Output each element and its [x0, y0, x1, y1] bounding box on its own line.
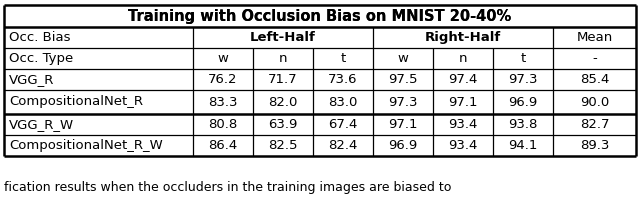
Text: 97.4: 97.4 [448, 73, 477, 86]
Text: Occ. Bias: Occ. Bias [9, 31, 70, 44]
Text: w: w [397, 52, 408, 65]
Text: t: t [340, 52, 346, 65]
Text: 82.4: 82.4 [328, 139, 358, 152]
Text: 97.3: 97.3 [508, 73, 538, 86]
Text: 96.9: 96.9 [508, 96, 538, 108]
Text: 93.8: 93.8 [508, 118, 538, 131]
Text: Training with Occlusion Bias on MNIST 20-40%: Training with Occlusion Bias on MNIST 20… [129, 8, 511, 23]
Text: 97.1: 97.1 [448, 96, 477, 108]
Text: 83.0: 83.0 [328, 96, 358, 108]
Text: 97.1: 97.1 [388, 118, 418, 131]
Text: w: w [218, 52, 228, 65]
Text: 85.4: 85.4 [580, 73, 609, 86]
Text: Left-Half: Left-Half [250, 31, 316, 44]
Text: fication results when the occluders in the training images are biased to: fication results when the occluders in t… [4, 181, 451, 194]
Text: Right-Half: Right-Half [425, 31, 501, 44]
Text: 80.8: 80.8 [209, 118, 237, 131]
Text: 82.5: 82.5 [268, 139, 298, 152]
Text: n: n [279, 52, 287, 65]
Text: Mean: Mean [577, 31, 612, 44]
Text: Occ. Type: Occ. Type [9, 52, 73, 65]
Text: VGG_R: VGG_R [9, 73, 54, 86]
Text: 93.4: 93.4 [448, 118, 477, 131]
Text: CompositionalNet_R: CompositionalNet_R [9, 96, 143, 108]
Text: 96.9: 96.9 [388, 139, 418, 152]
Text: -: - [592, 52, 597, 65]
Text: 73.6: 73.6 [328, 73, 358, 86]
Text: 97.5: 97.5 [388, 73, 418, 86]
Text: 90.0: 90.0 [580, 96, 609, 108]
Text: Training with Occlusion Bias on MNIST 20-40%: Training with Occlusion Bias on MNIST 20… [129, 8, 511, 23]
Text: 83.3: 83.3 [208, 96, 237, 108]
Text: t: t [520, 52, 525, 65]
Text: 86.4: 86.4 [209, 139, 237, 152]
Text: CompositionalNet_R_W: CompositionalNet_R_W [9, 139, 163, 152]
Text: 93.4: 93.4 [448, 139, 477, 152]
Text: n: n [459, 52, 467, 65]
Text: 82.7: 82.7 [580, 118, 609, 131]
Text: 82.0: 82.0 [268, 96, 298, 108]
Text: VGG_R_W: VGG_R_W [9, 118, 74, 131]
Text: 76.2: 76.2 [208, 73, 237, 86]
Text: 89.3: 89.3 [580, 139, 609, 152]
Text: 67.4: 67.4 [328, 118, 358, 131]
Text: 71.7: 71.7 [268, 73, 298, 86]
Text: 97.3: 97.3 [388, 96, 418, 108]
Text: 94.1: 94.1 [508, 139, 538, 152]
Text: 63.9: 63.9 [268, 118, 298, 131]
